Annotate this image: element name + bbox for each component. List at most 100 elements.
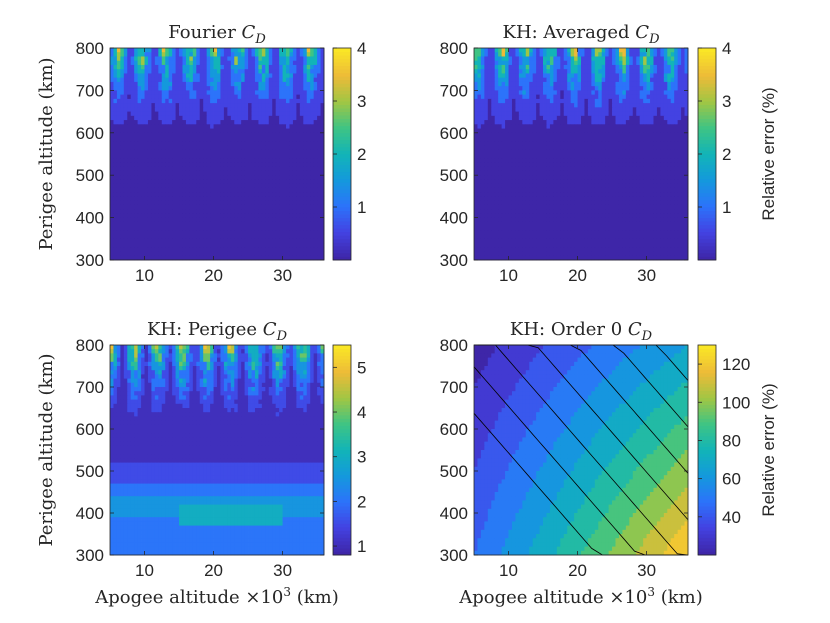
contour-cell [258, 103, 263, 108]
contour-cell [230, 86, 235, 91]
contour-cell [663, 154, 668, 159]
contour-cell [581, 158, 585, 163]
contour-cell [556, 60, 561, 66]
colorbar-step [333, 76, 351, 81]
contour-cell [203, 187, 208, 193]
contour-cell [199, 94, 204, 100]
contour-cell [137, 120, 142, 125]
contour-cell [629, 145, 634, 151]
contour-cell [484, 107, 489, 112]
contour-cell [525, 73, 530, 79]
contour-cell [289, 175, 294, 180]
contour-cell [570, 52, 575, 57]
contour-cell [622, 56, 627, 62]
contour-cell [196, 251, 201, 257]
contour-cell [189, 217, 194, 223]
contour-cell [536, 86, 540, 91]
contour-cell [217, 213, 221, 218]
contour-cell [116, 128, 121, 134]
contour-cell [505, 141, 509, 146]
contour-cell [292, 251, 297, 257]
contour-cell [643, 154, 647, 159]
contour-cell [154, 107, 159, 112]
contour-cell [234, 234, 239, 240]
contour-cell [223, 107, 228, 112]
contour-cell [487, 154, 492, 159]
contour-cell [127, 179, 132, 185]
contour-cell [518, 60, 523, 66]
contour-cell [154, 137, 159, 142]
contour-cell [511, 48, 516, 53]
contour-cell [629, 128, 634, 134]
contour-cell [254, 196, 259, 202]
contour-cell [185, 52, 190, 57]
colorbar-step [333, 185, 351, 190]
contour-cell [313, 124, 318, 129]
contour-cell [175, 103, 180, 108]
contour-cell [134, 213, 139, 218]
contour-cell [303, 213, 308, 218]
contour-cell [477, 158, 482, 163]
contour-cell [498, 141, 503, 146]
contour-cell [251, 213, 256, 218]
contour-cell [639, 81, 644, 87]
contour-cell [210, 86, 214, 91]
contour-cell [292, 154, 297, 159]
contour-cell [196, 103, 201, 108]
contour-cell [147, 141, 152, 146]
contour-cell [254, 120, 259, 125]
contour-cell [227, 221, 232, 227]
contour-cell [556, 132, 561, 138]
contour-cell [113, 175, 118, 180]
contour-cell [303, 200, 308, 206]
contour-cell [161, 230, 166, 235]
contour-cell [275, 213, 280, 218]
contour-cell [154, 209, 159, 214]
contour-cell [474, 137, 478, 142]
colorbar-step [333, 171, 351, 176]
contour-cell [289, 111, 294, 117]
colorbar-step [333, 65, 351, 70]
contour-cell [261, 154, 266, 159]
contour-cell [241, 94, 246, 100]
contour-cell [577, 141, 582, 146]
contour-cell [660, 69, 665, 74]
contour-cell [594, 132, 599, 138]
contour-cell [217, 243, 221, 248]
colorbar-step [333, 242, 351, 247]
colorbar-step [333, 90, 351, 95]
contour-cell [220, 192, 225, 197]
contour-cell [134, 111, 139, 117]
contour-cell [299, 98, 304, 104]
contour-cell [299, 73, 304, 79]
contour-cell [151, 170, 156, 176]
contour-cell [182, 137, 187, 142]
contour-cell [282, 120, 287, 125]
contour-cell [258, 170, 263, 176]
contour-cell [158, 243, 163, 248]
contour-cell [275, 115, 280, 121]
contour-cell [217, 221, 221, 227]
contour-cell [670, 120, 675, 125]
contour-cell [320, 64, 325, 70]
contour-cell [282, 124, 287, 129]
contour-cell [154, 132, 159, 138]
colorbar-step [333, 83, 351, 88]
contour-cell [491, 60, 496, 66]
contour-cell [275, 183, 280, 189]
contour-cell [134, 192, 139, 197]
contour-cell [474, 132, 478, 138]
contour-cell [581, 132, 585, 138]
contour-cell [618, 48, 623, 53]
contour-cell [543, 94, 547, 100]
contour-cell [227, 217, 232, 223]
contour-cell [268, 56, 273, 62]
contour-cell [158, 137, 163, 142]
contour-cell [248, 255, 252, 261]
contour-cell [577, 98, 582, 104]
contour-cell [543, 145, 547, 151]
contour-cell [116, 107, 121, 112]
contour-cell [299, 243, 304, 248]
contour-cell [296, 77, 301, 83]
contour-cell [203, 230, 208, 235]
